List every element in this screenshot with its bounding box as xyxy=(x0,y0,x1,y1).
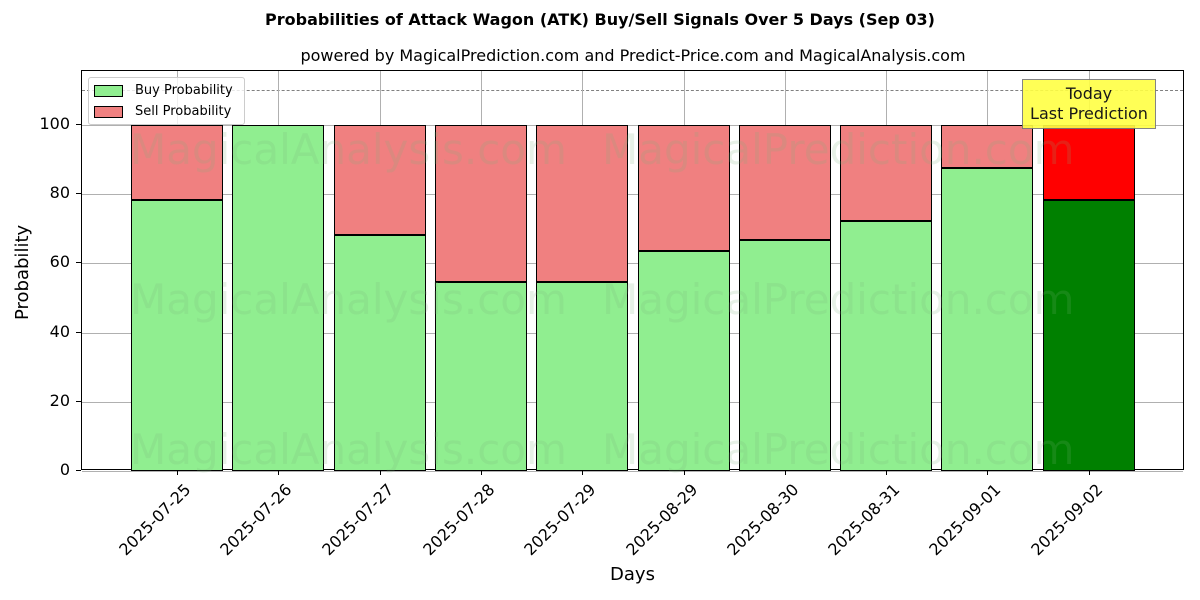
annotation-line-1: Today xyxy=(1065,84,1113,103)
grid-line-horizontal xyxy=(82,401,1183,403)
plot-area xyxy=(81,70,1184,472)
bar-sell-2025-07-27 xyxy=(333,125,426,236)
bar-sell-2025-09-01 xyxy=(941,125,1034,168)
bar-buy-2025-09-01 xyxy=(941,167,1034,471)
legend-swatch-buy xyxy=(94,84,123,97)
y-axis-label: Probability xyxy=(12,224,33,320)
chart-subtitle: powered by MagicalPrediction.com and Pre… xyxy=(300,46,966,65)
grid-line-horizontal xyxy=(82,125,1183,126)
x-tick-mark xyxy=(582,470,584,475)
y-tick-mark xyxy=(76,470,81,471)
y-tick-mark xyxy=(76,400,81,402)
x-tick-mark xyxy=(379,470,381,475)
grid-line-horizontal xyxy=(82,332,1183,334)
x-tick-mark xyxy=(987,470,989,475)
y-tick-label: 20 xyxy=(49,390,70,410)
x-tick-mark xyxy=(278,470,280,475)
reference-line xyxy=(82,90,1183,91)
x-tick-label: 2025-07-27 xyxy=(317,480,398,560)
y-tick-label: 40 xyxy=(49,321,70,341)
legend-item-buy: Buy Probability xyxy=(94,83,233,98)
chart-title: Probabilities of Attack Wagon (ATK) Buy/… xyxy=(265,10,935,29)
legend: Buy Probability Sell Probability xyxy=(88,77,245,125)
x-tick-label: 2025-09-01 xyxy=(925,480,1005,560)
x-tick-label: 2025-07-29 xyxy=(520,480,600,560)
x-tick-label: 2025-09-02 xyxy=(1026,480,1107,560)
grid-line-horizontal xyxy=(82,471,1183,472)
bar-buy-2025-07-25 xyxy=(131,200,223,471)
legend-label-sell: Sell Probability xyxy=(135,104,232,119)
x-tick-mark xyxy=(886,470,888,475)
annotation-line-2: Last Prediction xyxy=(1030,104,1148,123)
y-tick-mark xyxy=(76,124,81,125)
bar-sell-2025-07-29 xyxy=(536,125,629,283)
y-tick-mark xyxy=(76,193,81,195)
bar-buy-2025-07-26 xyxy=(232,125,325,471)
y-tick-label: 80 xyxy=(49,183,70,203)
y-tick-label: 100 xyxy=(39,114,70,133)
bar-sell-2025-08-30 xyxy=(738,125,831,240)
bar-buy-2025-08-30 xyxy=(738,239,831,471)
today-annotation: Today Last Prediction xyxy=(1022,79,1156,129)
legend-item-sell: Sell Probability xyxy=(94,104,231,119)
x-tick-label: 2025-08-30 xyxy=(723,480,803,560)
bar-buy-2025-07-27 xyxy=(333,235,426,471)
y-tick-label: 60 xyxy=(49,252,70,272)
bar-buy-2025-07-29 xyxy=(536,282,629,471)
x-tick-label: 2025-07-25 xyxy=(115,480,195,560)
x-tick-mark xyxy=(1088,470,1090,475)
bar-buy-2025-08-31 xyxy=(840,220,933,471)
x-tick-mark xyxy=(683,470,685,475)
x-tick-mark xyxy=(177,470,178,475)
bar-sell-2025-08-31 xyxy=(840,125,933,221)
x-tick-label: 2025-08-29 xyxy=(621,480,701,560)
legend-label-buy: Buy Probability xyxy=(135,83,233,98)
bar-sell-2025-09-02 xyxy=(1042,125,1135,201)
x-tick-label: 2025-07-28 xyxy=(419,480,499,560)
bar-sell-2025-07-28 xyxy=(434,125,527,283)
bar-sell-2025-07-25 xyxy=(131,125,223,201)
bar-buy-2025-07-28 xyxy=(434,282,527,471)
bar-sell-2025-08-29 xyxy=(637,125,730,251)
legend-swatch-sell xyxy=(94,105,123,118)
x-tick-mark xyxy=(784,470,786,475)
y-tick-label: 0 xyxy=(59,460,70,479)
bar-buy-2025-09-02 xyxy=(1042,200,1135,471)
x-tick-label: 2025-07-26 xyxy=(216,480,296,560)
grid-line-horizontal xyxy=(82,194,1183,196)
y-tick-mark xyxy=(76,262,81,264)
x-tick-label: 2025-08-31 xyxy=(824,480,904,560)
grid-line-horizontal xyxy=(82,263,1183,265)
y-tick-mark xyxy=(76,331,81,333)
x-axis-label: Days xyxy=(610,564,655,585)
bar-buy-2025-08-29 xyxy=(637,250,730,471)
x-tick-mark xyxy=(480,470,482,475)
